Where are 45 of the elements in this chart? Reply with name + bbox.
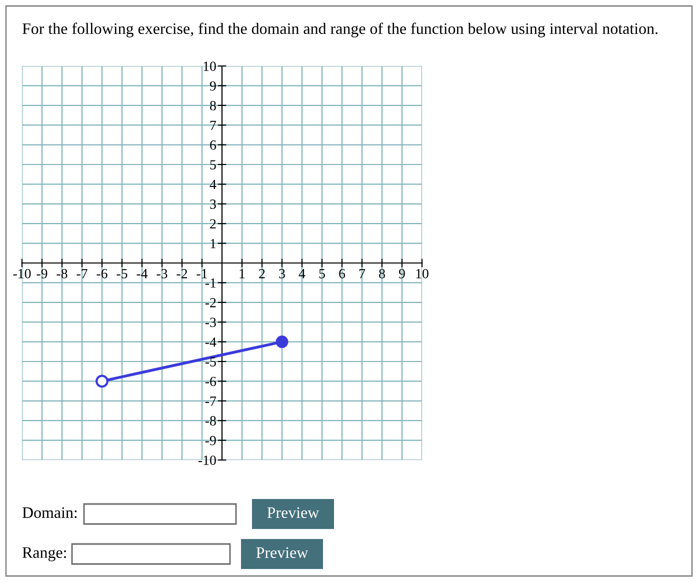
x-tick-label: 6: [339, 268, 346, 278]
x-tick-label: -1: [196, 269, 207, 278]
y-tick-label: -3: [205, 318, 216, 328]
y-tick-label: 7: [210, 120, 216, 130]
y-tick-label: -4: [205, 337, 216, 347]
x-tick-label: 9: [398, 268, 405, 278]
y-tick-label: -2: [205, 298, 216, 308]
y-tick-label: 5: [210, 160, 216, 170]
x-tick-label: 3: [279, 268, 285, 278]
x-tick-label: -7: [76, 269, 88, 278]
x-tick-label: -8: [56, 268, 68, 278]
y-tick-label: 3: [210, 200, 216, 209]
y-tick-label: -6: [205, 376, 216, 386]
text: Range:: [22, 547, 66, 562]
x-tick-label: -2: [176, 268, 188, 278]
y-tick-label: -5: [205, 357, 216, 366]
y-tick-label: 9: [210, 81, 216, 91]
x-tick-label: -3: [156, 268, 168, 278]
y-tick-label: 6: [210, 140, 216, 150]
text: Domain:: [22, 507, 77, 518]
x-tick-label: 5: [319, 269, 325, 278]
chart-title: For the following exercise, find the domain and range of the function below using interval notation.: [22, 22, 658, 38]
y-tick-label: 2: [210, 219, 216, 228]
x-tick-label: 4: [298, 269, 306, 278]
y-tick-label: -9: [205, 436, 216, 446]
y-tick-label: -7: [205, 396, 216, 406]
x-tick-label: -4: [136, 269, 148, 278]
x-tick-label: 7: [359, 269, 366, 278]
x-tick-label: 2: [259, 268, 265, 278]
y-tick-label: -1: [205, 278, 216, 288]
y-tick-label: 1: [210, 238, 216, 248]
x-tick-label: 8: [379, 268, 385, 278]
x-tick-label: -9: [36, 268, 48, 278]
x-tick-label: -6: [96, 268, 108, 278]
y-tick-label: 8: [210, 100, 216, 110]
text: Preview: [256, 547, 308, 558]
y-tick-label: -10: [198, 456, 216, 465]
x-tick-label: 10: [416, 268, 428, 278]
x-tick-label: 1: [240, 269, 245, 278]
x-tick-label: -10: [13, 268, 31, 278]
y-tick-label: 10: [204, 62, 216, 71]
y-tick-label: 4: [210, 180, 216, 190]
x-tick-label: -5: [116, 269, 128, 278]
y-tick-label: -8: [205, 416, 216, 426]
text: Preview: [267, 507, 320, 518]
